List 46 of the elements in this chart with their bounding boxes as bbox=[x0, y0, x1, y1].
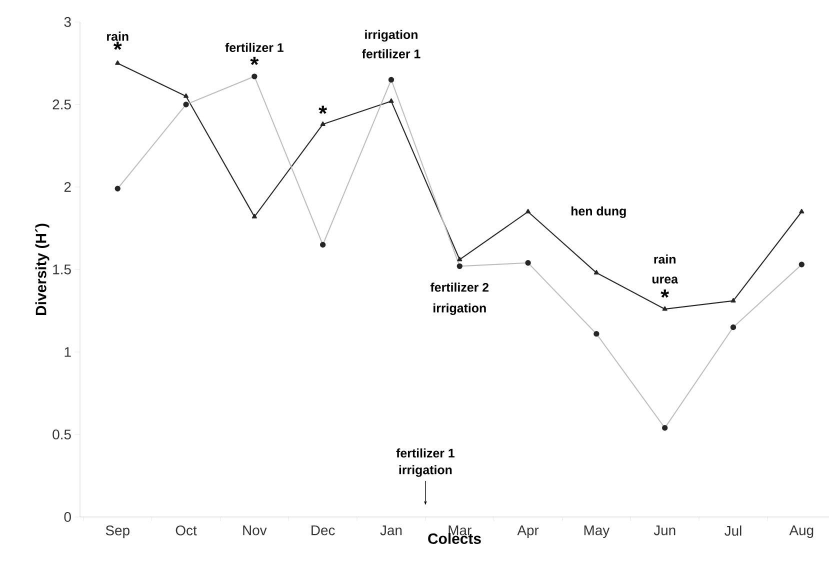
annotation: * bbox=[113, 42, 122, 50]
x-tick-label: Jan bbox=[380, 526, 402, 536]
annotation: rain bbox=[107, 32, 128, 41]
y-tick-label: 1.5 bbox=[53, 264, 71, 274]
x-tick-label: Nov bbox=[243, 526, 267, 536]
point bbox=[730, 298, 736, 303]
y-tick-label: 3 bbox=[64, 17, 71, 27]
annotation: irrigation bbox=[365, 30, 418, 42]
annotation: irrigation bbox=[434, 303, 486, 316]
y-tick-label: 0.5 bbox=[52, 430, 71, 440]
point bbox=[252, 214, 257, 218]
annotation: fertilizer 2 bbox=[430, 282, 489, 292]
y-tick-label: 0 bbox=[64, 512, 71, 522]
point bbox=[183, 93, 189, 98]
point bbox=[799, 208, 804, 214]
y-tick-label: 1 bbox=[64, 347, 71, 357]
x-tick-label: Jun bbox=[654, 526, 676, 536]
annotation: * bbox=[660, 290, 670, 298]
y-tick-label: 2.5 bbox=[52, 100, 71, 110]
annotation: irrigation bbox=[399, 465, 452, 477]
point bbox=[457, 256, 462, 262]
point bbox=[594, 270, 599, 274]
y-tick-label: 2 bbox=[64, 182, 71, 192]
x-tick-label: Oct bbox=[176, 525, 197, 536]
annotation: rain bbox=[654, 254, 676, 264]
x-tick-label: Aug bbox=[789, 526, 814, 538]
annotation: urea bbox=[652, 276, 678, 284]
x-tick-label: Dec bbox=[312, 526, 335, 536]
point bbox=[662, 306, 668, 311]
annotation: hen dung bbox=[572, 206, 626, 218]
x-tick-label: Apr bbox=[517, 526, 539, 538]
annotation: fertilizer 1 bbox=[362, 49, 420, 58]
point bbox=[320, 121, 326, 126]
x-axis-title: Colects bbox=[428, 532, 481, 544]
point bbox=[388, 98, 394, 103]
x-tick-label: May bbox=[584, 526, 610, 538]
annotation: fertilizer 1 bbox=[225, 42, 284, 52]
annotation: * bbox=[250, 56, 259, 66]
x-tick-label: Sep bbox=[106, 525, 130, 538]
annotation: * bbox=[318, 106, 328, 114]
x-tick-label: Jul bbox=[724, 526, 742, 536]
y-axis-title: Diversity (H´) bbox=[35, 224, 50, 315]
point bbox=[115, 60, 120, 65]
x-tick-label: Mar bbox=[448, 526, 472, 536]
point bbox=[526, 208, 531, 214]
annotation: fertilizer 1 bbox=[396, 448, 454, 458]
